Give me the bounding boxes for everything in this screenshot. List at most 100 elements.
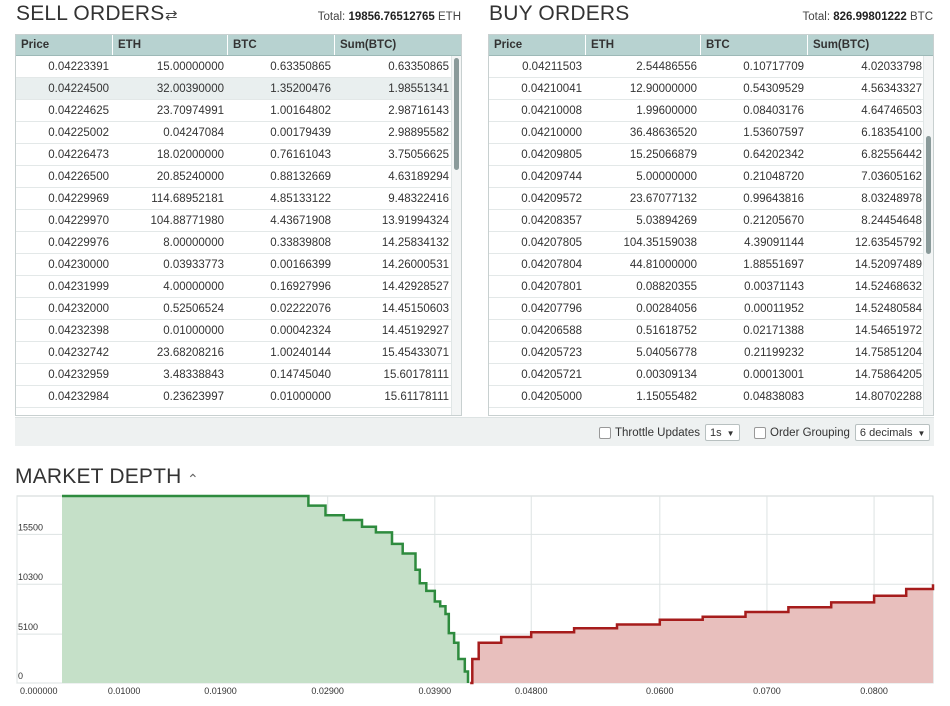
cell-eth: 104.35159038: [623, 237, 697, 249]
cell-btc: 0.21205670: [743, 215, 804, 227]
buy-scroll-thumb[interactable]: [926, 136, 931, 254]
throttle-updates-value: 1s: [710, 427, 722, 439]
cell-btc: 4.85133122: [270, 193, 331, 205]
buy-col-price[interactable]: Price: [489, 35, 586, 55]
cell-eth: 0.03933773: [163, 259, 224, 271]
table-row[interactable]: 0.04226473 18.02000000 0.76161043 3.7505662…: [16, 144, 461, 166]
cell-sum: 14.80702288: [854, 391, 922, 403]
cell-price: 0.04205721: [521, 369, 582, 381]
market-depth-title: MARKET DEPTH: [15, 465, 182, 488]
sell-col-btc[interactable]: BTC: [228, 35, 335, 55]
swap-icon[interactable]: ⇄: [165, 7, 178, 24]
y-tick-label: 10300: [18, 572, 43, 582]
cell-sum: 9.48322416: [388, 193, 449, 205]
throttle-updates-checkbox[interactable]: [599, 426, 611, 439]
table-row[interactable]: 0.04230000 0.03933773 0.00166399 14.2600053…: [16, 254, 461, 276]
buy-col-eth[interactable]: ETH: [586, 35, 701, 55]
table-row[interactable]: 0.04205721 0.00309134 0.00013001 14.7586420…: [489, 364, 933, 386]
table-row[interactable]: 0.04232398 0.01000000 0.00042324 14.4519292…: [16, 320, 461, 342]
sell-col-sum[interactable]: Sum(BTC): [340, 39, 397, 51]
order-grouping-label: Order Grouping: [770, 426, 850, 439]
buy-orders-table[interactable]: Price ETH BTC Sum(BTC) 0.04211503 2.54486…: [488, 34, 934, 416]
cell-eth: 0.00309134: [636, 369, 697, 381]
order-grouping-control: Order Grouping 6 decimals ▼: [754, 424, 931, 441]
cell-price: 0.04211503: [522, 61, 582, 73]
table-row[interactable]: 0.04231999 4.00000000 0.16927996 14.4292852…: [16, 276, 461, 298]
cell-sum: 4.64746503: [861, 105, 922, 117]
chevron-up-icon[interactable]: ⌃: [187, 471, 199, 487]
cell-eth: 5.00000000: [636, 171, 697, 183]
table-row[interactable]: 0.04207796 0.00284056 0.00011952 14.5248058…: [489, 298, 933, 320]
table-row[interactable]: 0.04225002 0.04247084 0.00179439 2.98895582: [16, 122, 461, 144]
table-row[interactable]: 0.04205000 1.15055482 0.04838083 14.8070228…: [489, 386, 933, 408]
table-row[interactable]: 0.04232000 0.52506524 0.02222076 14.4515060…: [16, 298, 461, 320]
cell-eth: 4.00000000: [163, 281, 224, 293]
cell-btc: 0.02222076: [270, 303, 331, 315]
table-row[interactable]: 0.04232742 23.68208216 1.00240144 15.454330…: [16, 342, 461, 364]
cell-sum: 4.63189294: [388, 171, 449, 183]
table-row[interactable]: 0.04211503 2.54486556 0.10717709 4.02033798: [489, 56, 933, 78]
cell-price: 0.04232959: [48, 369, 109, 381]
throttle-updates-select[interactable]: 1s ▼: [705, 424, 740, 441]
cell-sum: 15.60178111: [383, 369, 449, 381]
cell-sum: 3.75056625: [388, 149, 449, 161]
sell-scroll-thumb[interactable]: [454, 58, 459, 170]
sell-orders-table[interactable]: Price ETH BTC Sum(BTC) 0.04223391 15.0000…: [15, 34, 462, 416]
table-row[interactable]: 0.04224625 23.70974991 1.00164802 2.9871614…: [16, 100, 461, 122]
cell-price: 0.04210008: [521, 105, 582, 117]
table-row[interactable]: 0.04207804 44.81000000 1.88551697 14.520974…: [489, 254, 933, 276]
cell-btc: 0.00042324: [270, 325, 331, 337]
buy-col-btc[interactable]: BTC: [701, 35, 808, 55]
buy-col-sum[interactable]: Sum(BTC): [813, 39, 870, 51]
sell-col-eth[interactable]: ETH: [113, 35, 228, 55]
sell-scrollbar[interactable]: [451, 56, 461, 415]
table-row[interactable]: 0.04207805 104.35159038 4.39091144 12.63545…: [489, 232, 933, 254]
order-grouping-select[interactable]: 6 decimals ▼: [854, 424, 931, 441]
x-tick-label: 0.0800: [860, 686, 888, 696]
table-row[interactable]: 0.04229970 104.88771980 4.43671908 13.91994…: [16, 210, 461, 232]
table-row[interactable]: 0.04229969 114.68952181 4.85133122 9.483224…: [16, 188, 461, 210]
order-grouping-checkbox[interactable]: [754, 426, 766, 439]
table-row[interactable]: 0.04207801 0.08820355 0.00371143 14.5246863…: [489, 276, 933, 298]
cell-price: 0.04232398: [48, 325, 109, 337]
cell-btc: 0.00013001: [743, 369, 804, 381]
cell-btc: 0.76161043: [270, 149, 331, 161]
cell-eth: 0.00284056: [636, 303, 697, 315]
table-row[interactable]: 0.04226500 20.85240000 0.88132669 4.6318929…: [16, 166, 461, 188]
sell-orders-title: SELL ORDERS: [16, 2, 165, 25]
cell-eth: 23.67077132: [629, 193, 697, 205]
cell-btc: 0.54309529: [743, 83, 804, 95]
table-row[interactable]: 0.04232959 3.48338843 0.14745040 15.6017811…: [16, 364, 461, 386]
cell-sum: 14.26000531: [381, 259, 449, 271]
cell-eth: 0.51618752: [636, 325, 697, 337]
sell-col-price[interactable]: Price: [16, 35, 113, 55]
cell-eth: 8.00000000: [163, 237, 224, 249]
cell-btc: 1.00240144: [270, 347, 331, 359]
x-tick-label: 0.000000: [20, 686, 58, 696]
caret-down-icon: ▼: [726, 428, 735, 438]
cell-eth: 15.00000000: [156, 61, 224, 73]
table-row[interactable]: 0.04210000 36.48636520 1.53607597 6.1835410…: [489, 122, 933, 144]
table-row[interactable]: 0.04229976 8.00000000 0.33839808 14.2583413…: [16, 232, 461, 254]
cell-sum: 14.75851204: [854, 347, 922, 359]
cell-eth: 5.04056778: [636, 347, 697, 359]
table-row[interactable]: 0.04206588 0.51618752 0.02171388 14.5465197…: [489, 320, 933, 342]
table-row[interactable]: 0.04223391 15.00000000 0.63350865 0.6335086…: [16, 56, 461, 78]
table-row[interactable]: 0.04210008 1.99600000 0.08403176 4.64746503: [489, 100, 933, 122]
table-row[interactable]: 0.04210041 12.90000000 0.54309529 4.5634332…: [489, 78, 933, 100]
table-row[interactable]: 0.04209744 5.00000000 0.21048720 7.03605162: [489, 166, 933, 188]
cell-btc: 0.64202342: [743, 149, 804, 161]
market-depth-chart[interactable]: 0.000000 0.01000 0.01900 0.02900 0.03900 0.04…: [15, 494, 935, 706]
cell-eth: 20.85240000: [156, 171, 224, 183]
table-row[interactable]: 0.04209805 15.25066879 0.64202342 6.8255644…: [489, 144, 933, 166]
table-row[interactable]: 0.04205723 5.04056778 0.21199232 14.7585120…: [489, 342, 933, 364]
cell-sum: 15.61178111: [384, 391, 449, 403]
buy-scrollbar[interactable]: [923, 56, 933, 415]
table-row[interactable]: 0.04208357 5.03894269 0.21205670 8.24454648: [489, 210, 933, 232]
table-row[interactable]: 0.04232984 0.23623997 0.01000000 15.6117811…: [16, 386, 461, 408]
table-row[interactable]: 0.04224500 32.00390000 1.35200476 1.9855134…: [16, 78, 461, 100]
cell-btc: 1.88551697: [743, 259, 804, 271]
table-row[interactable]: 0.04209572 23.67077132 0.99643816 8.0324897…: [489, 188, 933, 210]
buy-table-header: Price ETH BTC Sum(BTC): [489, 35, 933, 56]
cell-sum: 14.42928527: [381, 281, 449, 293]
